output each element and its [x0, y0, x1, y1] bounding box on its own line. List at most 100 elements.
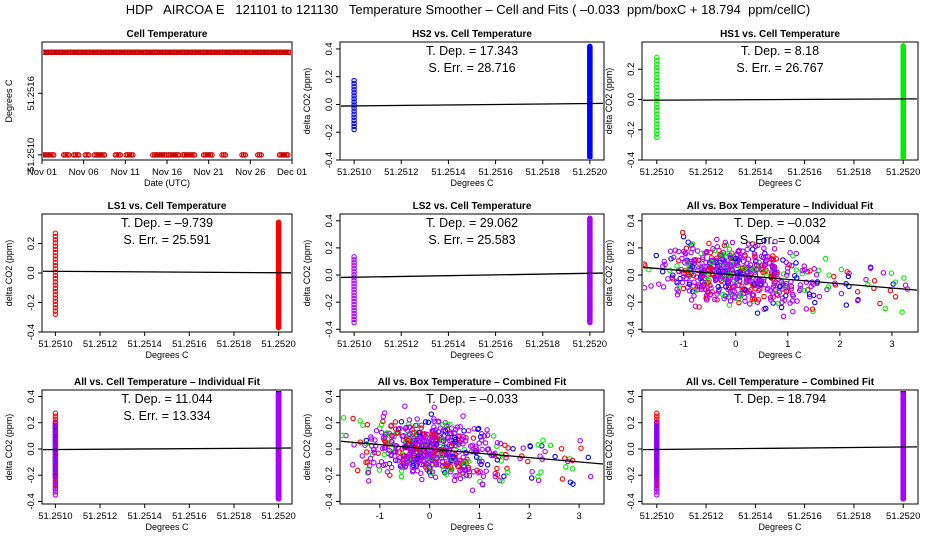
y-axis-label: delta CO2 (ppm) [302, 68, 312, 135]
data-point [52, 282, 59, 288]
data-point [398, 468, 405, 474]
data-point [50, 152, 57, 158]
data-point [654, 422, 660, 429]
data-point [801, 287, 808, 294]
panel-title: Cell Temperature [127, 29, 208, 40]
y-tick-label: 0.4 [626, 390, 637, 403]
data-point [559, 476, 566, 482]
data-point [692, 303, 699, 309]
data-point [52, 308, 59, 314]
data-point [457, 423, 463, 430]
data-point [715, 283, 721, 290]
data-point [381, 451, 388, 458]
x-tick-label: 51.2516 [478, 339, 512, 350]
data-point [867, 265, 874, 271]
y-tick-label: 0.2 [324, 416, 335, 429]
data-point [538, 469, 544, 475]
data-point [52, 422, 59, 429]
data-point [375, 462, 382, 469]
data-point [771, 282, 777, 288]
x-tick-label: 51.2518 [217, 339, 251, 350]
data-point [52, 480, 59, 487]
panel-2: HS2 vs. Cell Temperature 51.2510 51.2512 51… [302, 29, 607, 188]
x-tick-label: 0 [427, 511, 432, 522]
annotation-text: S. Err. = 25.591 [123, 233, 210, 247]
data-point [701, 286, 708, 292]
data-point [469, 487, 476, 494]
data-point [416, 430, 422, 436]
plot-frame [641, 41, 919, 161]
data-point [433, 448, 439, 454]
x-tick-label: 51.2516 [787, 511, 821, 522]
data-point [705, 279, 712, 286]
data-point [349, 462, 356, 468]
x-tick-label: 51.2514 [128, 339, 162, 350]
panel-title: LS2 vs. Cell Temperature [413, 201, 532, 212]
data-point [769, 290, 776, 296]
data-point [684, 260, 690, 267]
data-point [714, 297, 720, 303]
data-point [465, 458, 472, 465]
data-point [654, 460, 660, 466]
data-point [351, 298, 357, 305]
y-tick-label: 51.2516 [26, 76, 37, 110]
data-point [768, 297, 774, 303]
x-tick-label: 51.2518 [526, 167, 560, 178]
data-point [52, 230, 59, 236]
plot-frame [641, 213, 919, 333]
data-point [117, 152, 124, 158]
data-point [52, 275, 59, 282]
data-point [707, 265, 714, 271]
y-tick-label: -0.4 [26, 493, 37, 509]
y-tick-label: 0.0 [626, 93, 637, 106]
data-point [207, 152, 214, 158]
x-tick-label: 51.2520 [261, 339, 295, 350]
data-point [44, 152, 50, 158]
x-tick-label: 51.2510 [38, 339, 72, 350]
data-point [901, 275, 907, 281]
data-point [52, 440, 59, 446]
x-tick-label: 51.2520 [261, 511, 295, 522]
x-tick-label: -1 [679, 339, 687, 350]
data-point [755, 242, 761, 249]
data-layer [43, 49, 291, 158]
data-point [900, 391, 906, 397]
data-point [695, 257, 702, 264]
data-point [400, 456, 406, 462]
data-point [476, 440, 483, 446]
data-point [505, 469, 511, 476]
data-layer [341, 403, 603, 494]
y-tick-label: -0.2 [26, 294, 37, 310]
data-point [825, 284, 832, 290]
data-point [191, 152, 198, 158]
panel-title: All vs. Cell Temperature – Individual Fi… [74, 377, 261, 388]
data-point [52, 298, 59, 305]
x-tick-label: 51.2512 [83, 339, 117, 350]
data-point [783, 292, 789, 299]
data-layer [341, 215, 603, 326]
data-point [494, 465, 500, 472]
plot-frame [641, 389, 919, 505]
y-tick-label: -0.2 [324, 124, 335, 140]
data-point [494, 443, 500, 450]
data-point [52, 233, 59, 240]
data-point [419, 476, 425, 483]
data-point [84, 152, 90, 158]
data-point [351, 289, 357, 296]
data-point [790, 308, 796, 315]
data-point [151, 152, 158, 158]
annotation-text: S. Err. = 13.334 [123, 409, 210, 423]
y-tick-label: 0.2 [626, 241, 637, 254]
data-point [752, 254, 758, 261]
data-point [674, 291, 681, 298]
data-point [370, 447, 377, 453]
data-point [654, 131, 660, 137]
data-point [52, 311, 59, 318]
data-point [169, 152, 175, 158]
data-point [52, 477, 59, 484]
data-point [838, 290, 845, 297]
data-point [854, 297, 861, 304]
y-axis-label: delta CO2 (ppm) [302, 240, 312, 307]
x-axis-label: Degrees C [145, 522, 189, 532]
data-point [341, 432, 345, 439]
